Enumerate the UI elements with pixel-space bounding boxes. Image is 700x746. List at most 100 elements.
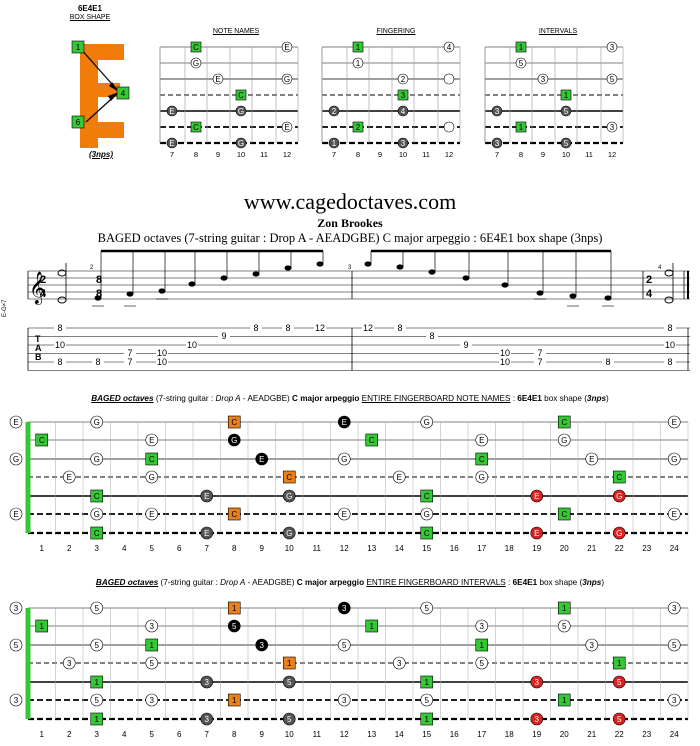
- note-label: G: [149, 473, 155, 482]
- note-label: 3: [260, 641, 265, 650]
- tab-bg: [124, 358, 136, 367]
- note-circle: [9, 507, 23, 521]
- board2-title-u: ENTIRE FINGERBOARD INTERVALS: [366, 578, 506, 587]
- note-label: E: [589, 455, 594, 464]
- note-box: [282, 656, 296, 670]
- tab-number: 7: [537, 348, 542, 358]
- note-box: [365, 433, 379, 447]
- tab-bg: [362, 324, 374, 333]
- note-label: G: [13, 455, 19, 464]
- note-circle: [392, 656, 406, 670]
- note-circle: [420, 507, 434, 521]
- tab-bg: [460, 341, 472, 350]
- mini-fret-number: 12: [283, 150, 291, 159]
- note-circle: [612, 489, 626, 503]
- note-circle: [612, 675, 626, 689]
- note-circle: [90, 638, 104, 652]
- note-circle: [328, 105, 340, 117]
- note-label: G: [616, 492, 622, 501]
- note-label: E: [215, 75, 220, 84]
- time-sig-bottom: 4: [40, 288, 47, 300]
- note-label: 2: [401, 75, 406, 84]
- fret-number: 1: [40, 544, 45, 553]
- note-label: 5: [562, 622, 567, 631]
- note-label: 3: [495, 107, 500, 116]
- note-circle: [667, 415, 681, 429]
- note-box: [145, 452, 159, 466]
- note-box: [557, 601, 571, 615]
- note-box: [352, 121, 364, 133]
- tab-number: 12: [315, 323, 325, 333]
- board2-title-mid2: - AEADGBE): [245, 578, 297, 587]
- note-label: C: [616, 473, 622, 482]
- note-box: [475, 452, 489, 466]
- note-box: [612, 656, 626, 670]
- fret-number: 18: [505, 730, 514, 739]
- note-box: [235, 89, 247, 101]
- fret-number: 5: [150, 544, 155, 553]
- mini-panel: C EGE GCE GC EE G7 8 9 10 11 12: [159, 41, 299, 159]
- note-head: [462, 275, 470, 281]
- note-circle: [9, 693, 23, 707]
- note-label: E: [534, 492, 539, 501]
- mini-panel: 1 3 5 3 5 1 3 5 1 3 3 5 7 8 9 10 11 12: [484, 41, 624, 159]
- note-circle: [145, 470, 159, 484]
- board2-title-bold: C major arpeggio: [296, 578, 365, 587]
- tab-number: 12: [363, 323, 373, 333]
- note-label: 3: [610, 43, 615, 52]
- note-head: [252, 271, 260, 277]
- note-label: 3: [342, 696, 347, 705]
- note-circle: [420, 415, 434, 429]
- note-label: G: [671, 455, 677, 464]
- tab-bg: [92, 358, 104, 367]
- note-label: E: [204, 492, 209, 501]
- note-circle: [537, 73, 549, 85]
- note-circle: [443, 41, 455, 53]
- board2-title: BAGED octaves (7-string guitar : Drop A …: [0, 578, 700, 587]
- note-label: E: [479, 436, 484, 445]
- note-circle: [281, 73, 293, 85]
- tab-number: 8: [57, 323, 62, 333]
- note-head: [188, 281, 196, 287]
- note-head: [220, 275, 228, 281]
- mini-fret-number: 10: [399, 150, 407, 159]
- fret-number: 17: [477, 544, 486, 553]
- tab-bg: [664, 341, 676, 350]
- note-circle: [166, 105, 178, 117]
- note-circle: [557, 433, 571, 447]
- note-circle: [212, 73, 224, 85]
- note-circle: [337, 452, 351, 466]
- fret-number: 19: [532, 730, 541, 739]
- note-label: 3: [401, 139, 406, 148]
- note-label: C: [561, 510, 567, 519]
- board1-title-mid4: :: [510, 394, 518, 403]
- note-label: E: [342, 510, 347, 519]
- note-circle: [235, 105, 247, 117]
- fret-number: 20: [560, 544, 569, 553]
- note-box: [90, 712, 104, 726]
- board1-title-mid2: - AEADGBE): [240, 394, 293, 403]
- note-label: G: [479, 473, 485, 482]
- note-label: 3: [480, 622, 485, 631]
- note-label: G: [238, 107, 244, 116]
- note-box: [227, 601, 241, 615]
- note-label: G: [561, 436, 567, 445]
- fret-number: 17: [477, 730, 486, 739]
- note-circle: [9, 601, 23, 615]
- note-circle: [145, 507, 159, 521]
- mini-fret-number: 9: [378, 150, 382, 159]
- tab-bg: [534, 349, 546, 358]
- fret-number: 20: [560, 730, 569, 739]
- note-circle: [9, 452, 23, 466]
- fret-number: 4: [122, 544, 127, 553]
- note-circle: [328, 137, 340, 149]
- time-sig-top: 2: [40, 274, 46, 286]
- author: Zon Brookes: [317, 216, 383, 230]
- note-label: 5: [617, 715, 622, 724]
- mini-fret-number: 7: [170, 150, 174, 159]
- note-label: 5: [672, 641, 677, 650]
- fret-number: 14: [395, 544, 404, 553]
- tab-number: 9: [221, 331, 226, 341]
- note-label: 3: [150, 622, 155, 631]
- note-circle: [475, 470, 489, 484]
